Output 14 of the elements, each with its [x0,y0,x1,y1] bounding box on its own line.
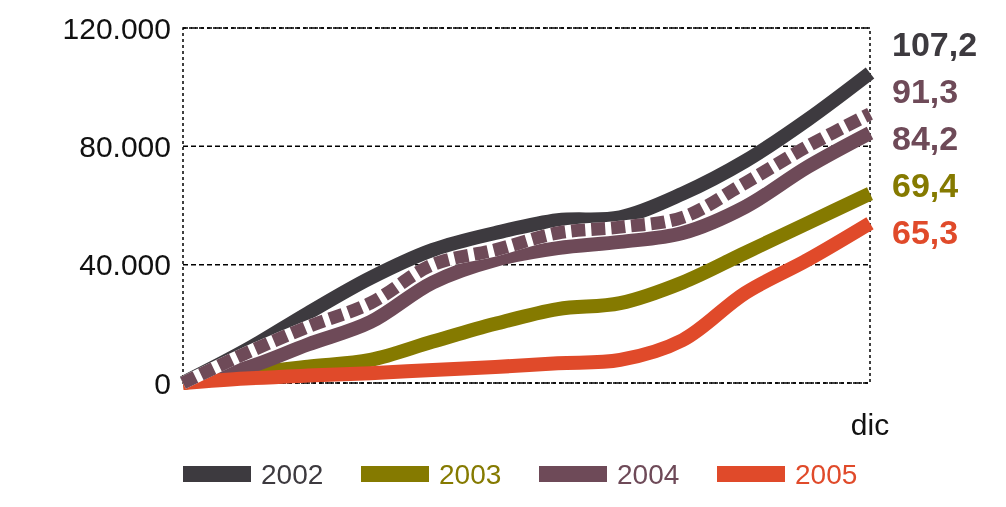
legend-label: 2004 [617,459,680,490]
legend-label: 2003 [439,459,502,490]
legend-label: 2002 [261,459,324,490]
text: 84,2 [892,119,959,157]
x-tick-label: dic [850,408,890,441]
text: 69,4 [892,166,959,204]
legend-label: 2005 [795,459,858,490]
text: 65,3 [892,213,959,251]
y-tick-label: 80.000 [79,129,171,163]
y-tick-label: 0 [154,366,171,400]
y-tick-label: 120.000 [62,11,171,45]
text: 91,3 [892,72,959,110]
y-tick-label: 40.000 [79,248,171,282]
text: 107,2 [892,25,978,63]
